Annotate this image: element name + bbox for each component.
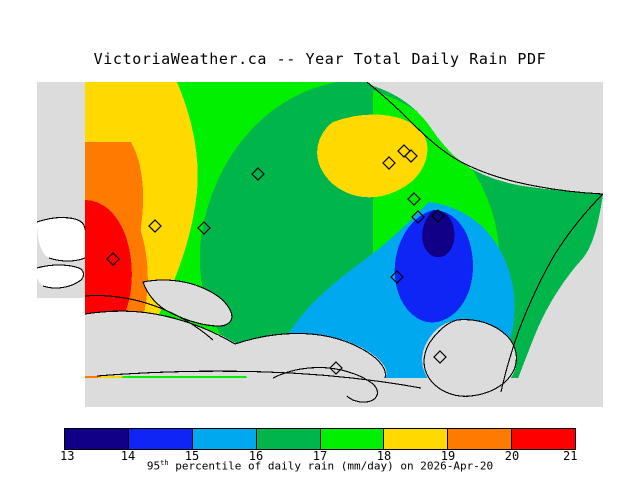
page-title: VictoriaWeather.ca -- Year Total Daily R… <box>93 50 547 68</box>
colorbar-tick-16: 16 <box>248 449 264 463</box>
colorbar-tick-19: 19 <box>440 449 456 463</box>
colorbar-tick-14: 14 <box>120 449 136 463</box>
colorbar-segment-17-18[interactable] <box>320 429 385 449</box>
colorbar[interactable] <box>64 428 576 450</box>
colorbar-segment-18-19[interactable] <box>384 429 449 449</box>
colorbar-segment-19-20[interactable] <box>448 429 513 449</box>
diamond-icon[interactable] <box>390 270 404 284</box>
colorbar-tick-15: 15 <box>184 449 200 463</box>
diamond-icon[interactable] <box>397 144 411 158</box>
diamond-icon[interactable] <box>407 192 421 206</box>
diamond-icon[interactable] <box>382 156 396 170</box>
colorbar-segment-16-17[interactable] <box>256 429 321 449</box>
colorbar-segment-14-15[interactable] <box>128 429 193 449</box>
station-markers-layer <box>106 144 447 375</box>
colorbar-container[interactable] <box>64 428 582 456</box>
caption-superscript: th <box>160 459 169 467</box>
coastline <box>37 82 603 403</box>
map-panel[interactable] <box>37 82 603 407</box>
diamond-icon[interactable] <box>431 209 445 223</box>
diamond-icon[interactable] <box>148 219 162 233</box>
caption-rest: percentile of daily rain (mm/day) on 202… <box>168 459 494 473</box>
colorbar-tick-13: 13 <box>60 449 75 463</box>
water-inlets <box>37 217 85 407</box>
colorbar-caption: 95th percentile of daily rain (mm/day) o… <box>0 459 640 473</box>
diamond-icon[interactable] <box>251 167 265 181</box>
contour-map <box>37 82 603 407</box>
caption-prefix: 95 <box>146 459 161 473</box>
diamond-icon[interactable] <box>433 350 447 364</box>
colorbar-tick-labels: 13 14 15 16 17 18 19 20 21 <box>60 449 578 465</box>
contour-band-13-14-core <box>422 210 455 258</box>
colorbar-tick-20: 20 <box>504 449 520 463</box>
station-markers[interactable] <box>106 144 447 375</box>
colorbar-tick-21: 21 <box>562 449 578 463</box>
colorbar-segment-20-21[interactable] <box>512 429 575 449</box>
contour-band-18-19-north <box>317 114 428 198</box>
colorbar-segment-13-14[interactable] <box>65 429 129 449</box>
diamond-icon[interactable] <box>329 361 343 375</box>
diamond-icon[interactable] <box>197 221 211 235</box>
colorbar-segment-15-16[interactable] <box>192 429 257 449</box>
diamond-icon[interactable] <box>411 210 425 224</box>
diamond-icon[interactable] <box>404 149 418 163</box>
diamond-icon[interactable] <box>106 252 120 266</box>
colorbar-tick-18: 18 <box>376 449 392 463</box>
colorbar-tick-17: 17 <box>312 449 328 463</box>
